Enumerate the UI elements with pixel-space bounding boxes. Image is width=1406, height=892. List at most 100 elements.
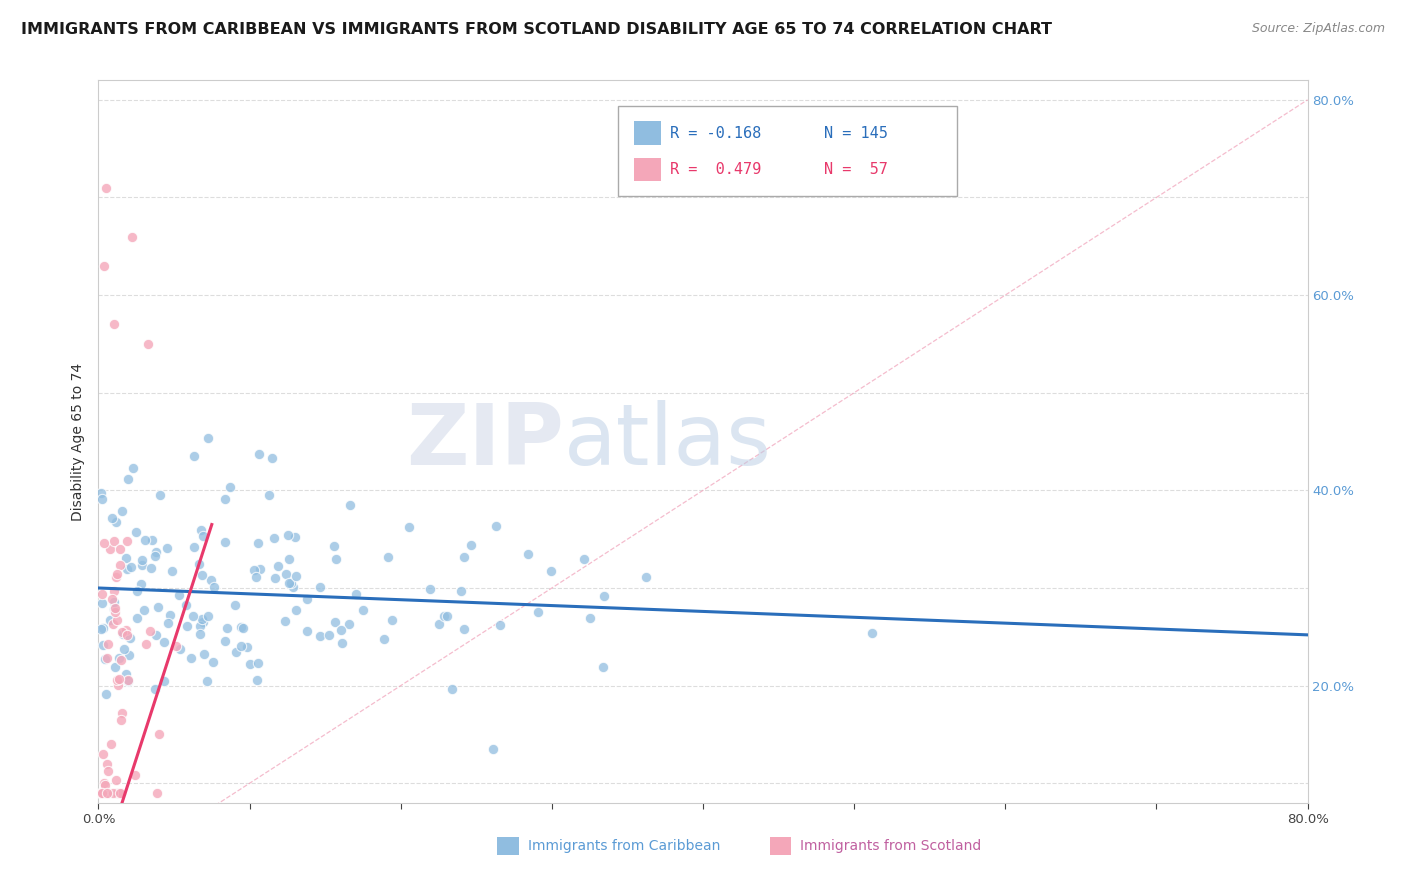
- Point: [114, 666, 136, 681]
- Point: [94, 652, 117, 666]
- Point: [121, 229, 143, 244]
- Point: [94, 778, 117, 792]
- Point: [433, 609, 456, 624]
- Point: [93, 259, 115, 273]
- Point: [436, 609, 458, 624]
- Point: [200, 573, 222, 587]
- Point: [112, 642, 135, 657]
- Point: [236, 640, 259, 654]
- Point: [264, 571, 287, 585]
- Point: [188, 626, 211, 640]
- Point: [103, 601, 125, 615]
- Point: [247, 656, 270, 670]
- Point: [427, 616, 450, 631]
- Point: [153, 635, 176, 649]
- Point: [195, 673, 218, 688]
- Point: [108, 672, 131, 686]
- Point: [219, 480, 242, 494]
- Point: [107, 650, 129, 665]
- Point: [104, 772, 127, 787]
- Point: [308, 629, 330, 643]
- Point: [103, 595, 125, 609]
- Point: [284, 531, 307, 545]
- Point: [111, 706, 134, 720]
- Point: [274, 567, 297, 582]
- Point: [146, 786, 169, 800]
- Point: [330, 636, 353, 650]
- Point: [93, 776, 115, 790]
- Point: [197, 431, 219, 445]
- Point: [482, 742, 505, 756]
- Point: [131, 552, 153, 566]
- Text: Immigrants from Scotland: Immigrants from Scotland: [800, 839, 981, 853]
- Bar: [634, 158, 661, 181]
- Point: [108, 542, 131, 557]
- Point: [572, 552, 595, 566]
- Point: [225, 645, 247, 659]
- Point: [229, 620, 252, 634]
- Point: [110, 624, 132, 639]
- Point: [110, 653, 132, 667]
- Point: [94, 180, 117, 194]
- Point: [214, 491, 236, 506]
- Point: [224, 599, 246, 613]
- Text: ZIP: ZIP: [406, 400, 564, 483]
- Point: [247, 447, 270, 461]
- Point: [94, 786, 117, 800]
- Point: [110, 786, 132, 800]
- Point: [103, 318, 125, 332]
- Point: [91, 747, 114, 761]
- Point: [278, 576, 301, 591]
- Point: [143, 681, 166, 696]
- Point: [280, 576, 302, 591]
- Point: [125, 610, 148, 624]
- Point: [122, 461, 145, 475]
- Point: [381, 613, 404, 627]
- Point: [579, 611, 602, 625]
- Point: [488, 618, 510, 632]
- Point: [188, 557, 211, 571]
- Text: IMMIGRANTS FROM CARIBBEAN VS IMMIGRANTS FROM SCOTLAND DISABILITY AGE 65 TO 74 CO: IMMIGRANTS FROM CARIBBEAN VS IMMIGRANTS …: [21, 22, 1052, 37]
- Point: [100, 737, 122, 751]
- Point: [115, 561, 138, 575]
- Point: [202, 580, 225, 594]
- Point: [295, 591, 318, 606]
- Point: [339, 499, 361, 513]
- Point: [96, 756, 118, 771]
- Point: [96, 786, 118, 800]
- Bar: [498, 837, 519, 855]
- Point: [191, 568, 214, 582]
- Point: [246, 673, 269, 687]
- Point: [337, 616, 360, 631]
- Point: [285, 569, 308, 583]
- Point: [281, 580, 304, 594]
- Point: [217, 622, 239, 636]
- Point: [245, 569, 267, 583]
- Y-axis label: Disability Age 65 to 74: Disability Age 65 to 74: [72, 362, 86, 521]
- Point: [135, 637, 157, 651]
- Point: [90, 786, 112, 800]
- Point: [97, 786, 120, 800]
- Point: [183, 450, 205, 464]
- Point: [146, 600, 169, 615]
- Point: [214, 634, 236, 648]
- Point: [193, 615, 215, 629]
- Point: [190, 523, 212, 537]
- Point: [105, 570, 128, 584]
- Point: [181, 608, 204, 623]
- Point: [285, 603, 308, 617]
- Point: [274, 614, 297, 628]
- Text: Source: ZipAtlas.com: Source: ZipAtlas.com: [1251, 22, 1385, 36]
- Point: [592, 659, 614, 673]
- Point: [117, 472, 139, 486]
- Point: [125, 524, 148, 539]
- Point: [148, 727, 170, 741]
- Point: [323, 615, 346, 629]
- Point: [105, 613, 128, 627]
- Point: [214, 534, 236, 549]
- Point: [105, 673, 128, 687]
- Text: N = 145: N = 145: [824, 126, 887, 141]
- Point: [201, 655, 224, 669]
- Point: [460, 538, 482, 552]
- Point: [322, 539, 344, 553]
